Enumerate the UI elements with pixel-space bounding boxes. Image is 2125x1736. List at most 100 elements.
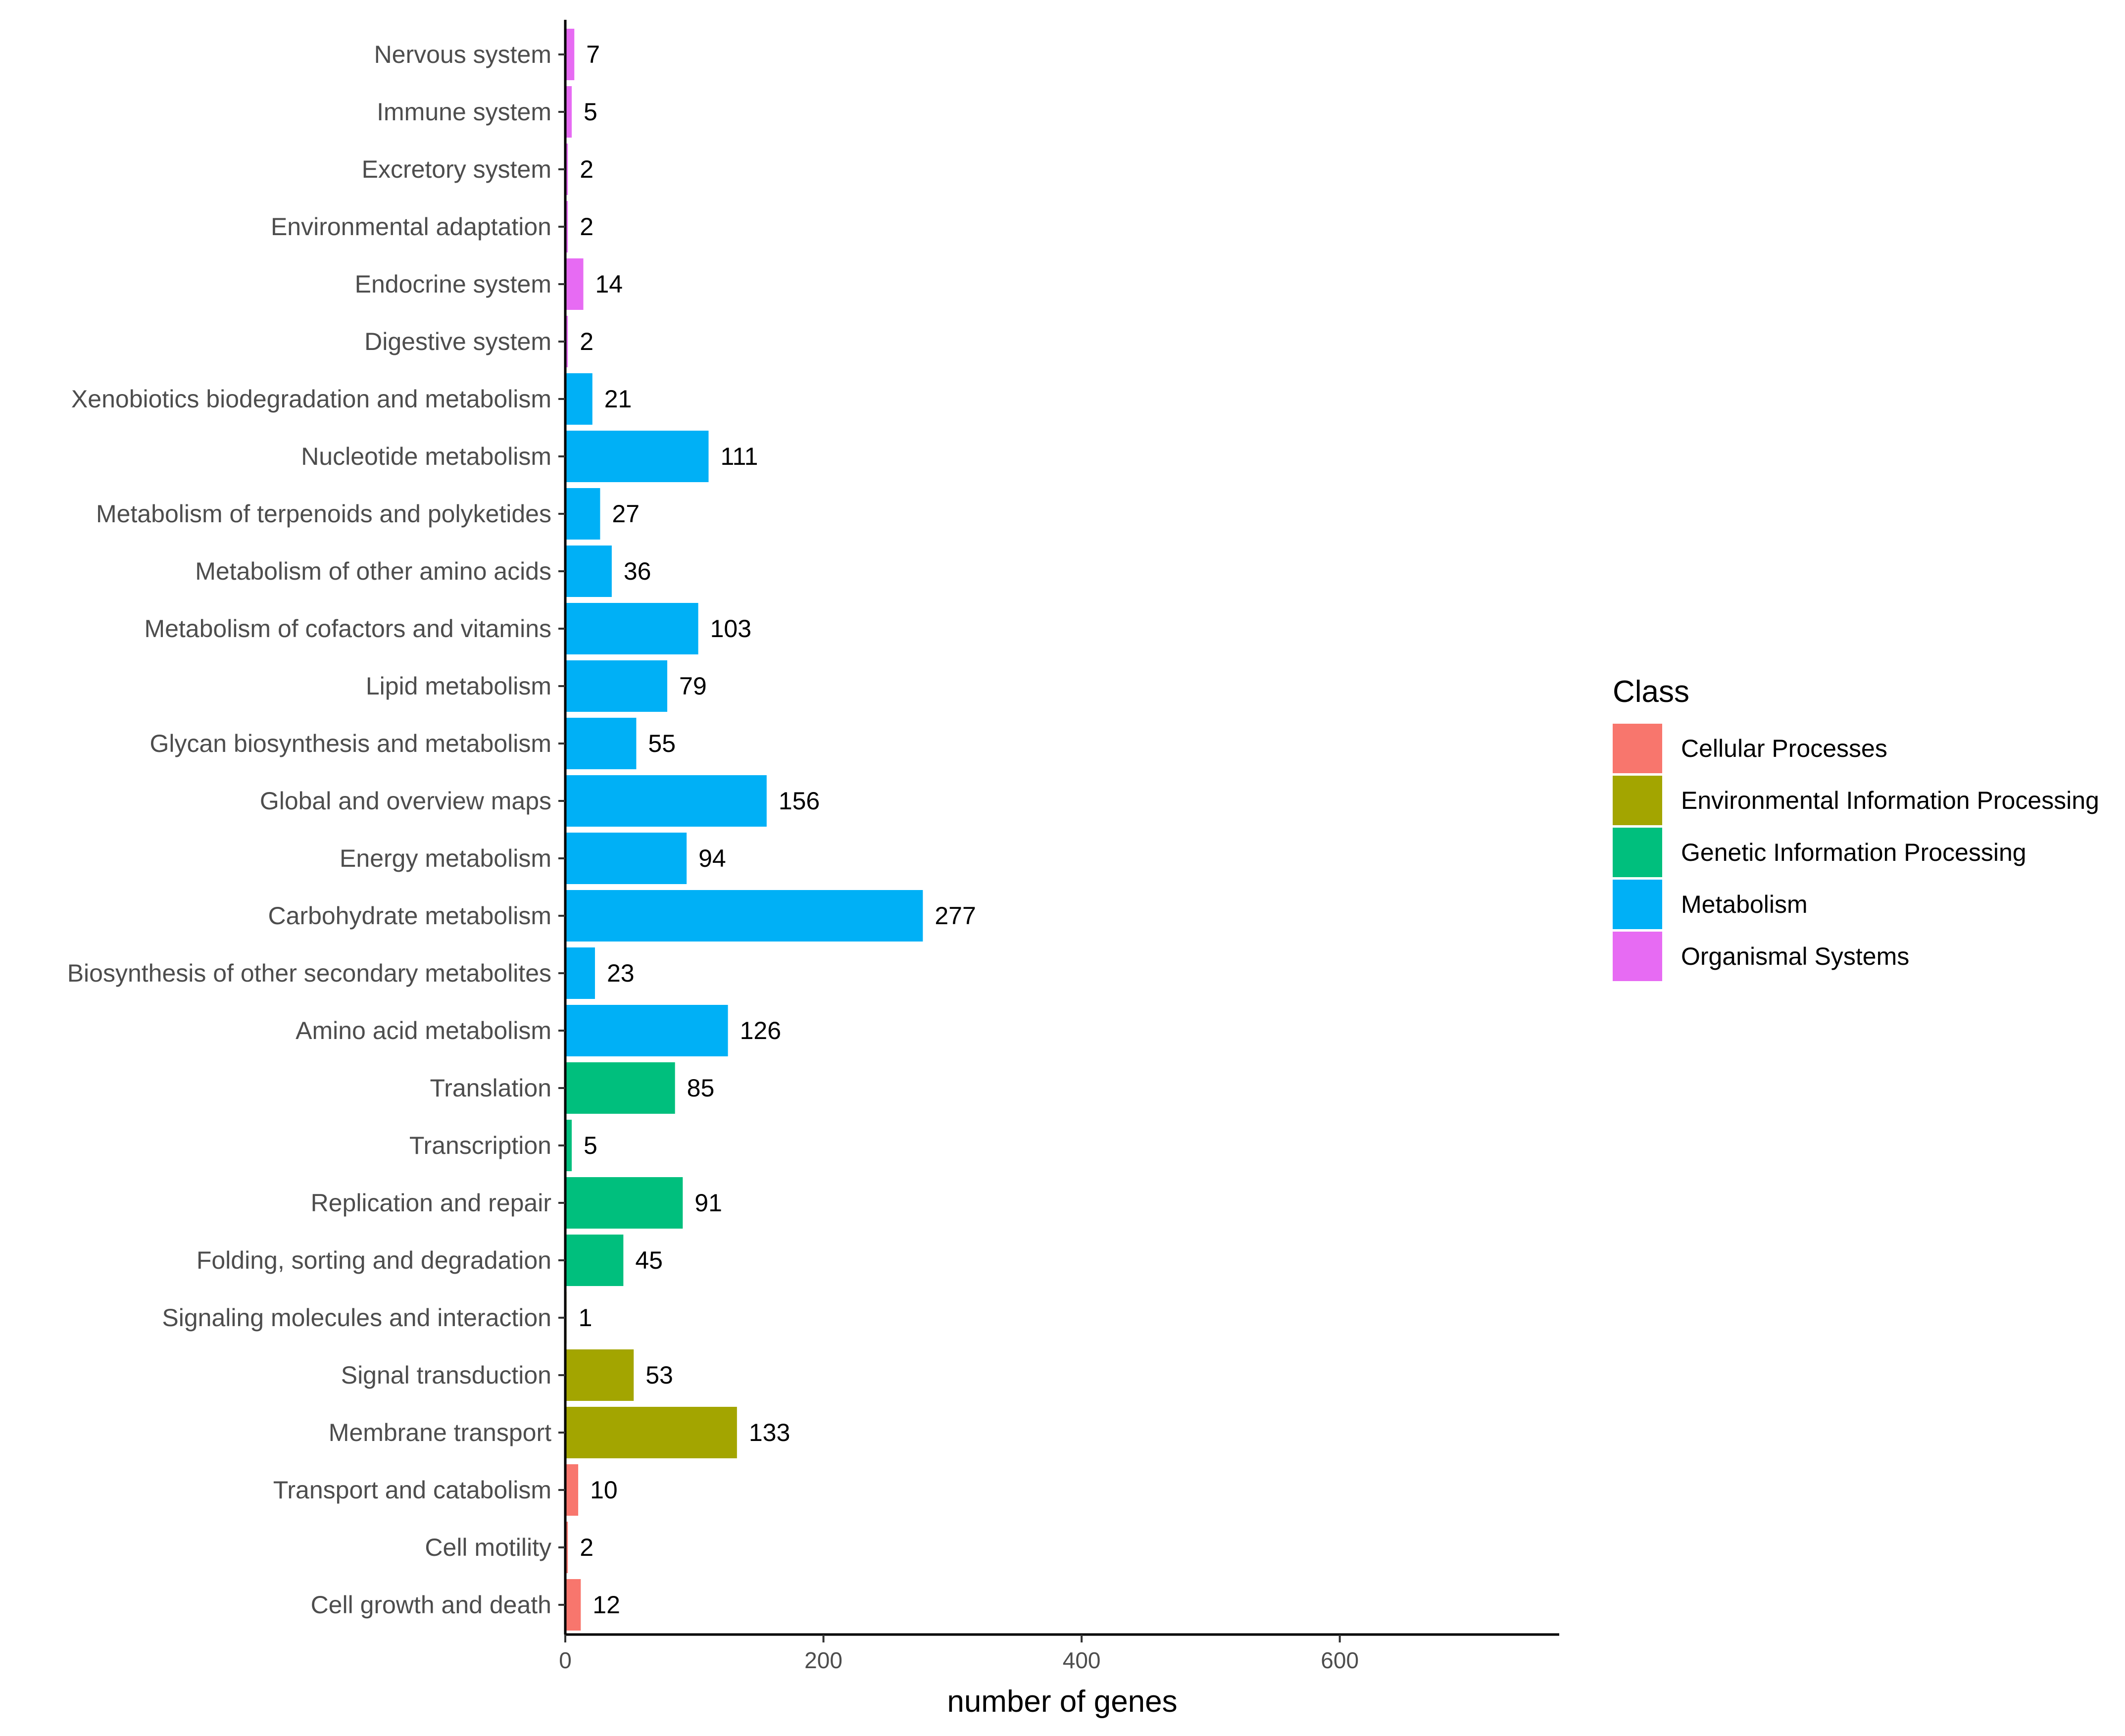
bar-biosynthesis-of-other-secondary-metabolites <box>565 947 595 999</box>
legend-label-metabolism: Metabolism <box>1681 891 1808 918</box>
category-label-carbohydrate-metabolism: Carbohydrate metabolism <box>268 902 552 930</box>
category-label-signaling-molecules-and-interaction: Signaling molecules and interaction <box>162 1304 551 1332</box>
category-label-membrane-transport: Membrane transport <box>329 1419 551 1446</box>
bar-folding-sorting-and-degradation <box>565 1235 624 1286</box>
value-label-cell-growth-and-death: 12 <box>593 1591 620 1619</box>
value-label-signal-transduction: 53 <box>645 1361 673 1389</box>
bar-lipid-metabolism <box>565 660 668 712</box>
legend-key-organismal-systems <box>1613 932 1662 981</box>
category-label-glycan-biosynthesis-and-metabolism: Glycan biosynthesis and metabolism <box>150 730 552 757</box>
category-label-energy-metabolism: Energy metabolism <box>340 844 551 872</box>
value-label-xenobiotics-biodegradation-and-metabolism: 21 <box>604 385 632 413</box>
bar-endocrine-system <box>565 258 584 310</box>
value-label-replication-and-repair: 91 <box>694 1189 722 1217</box>
value-label-signaling-molecules-and-interaction: 1 <box>579 1304 593 1332</box>
bar-global-and-overview-maps <box>565 775 767 827</box>
legend-key-genetic-information-processing <box>1613 828 1662 877</box>
value-label-cell-motility: 2 <box>580 1534 593 1561</box>
category-label-nervous-system: Nervous system <box>374 41 551 68</box>
value-label-folding-sorting-and-degradation: 45 <box>635 1246 663 1274</box>
bar-digestive-system <box>565 316 568 367</box>
category-label-metabolism-of-other-amino-acids: Metabolism of other amino acids <box>195 557 551 585</box>
legend-key-metabolism <box>1613 880 1662 929</box>
category-label-amino-acid-metabolism: Amino acid metabolism <box>296 1017 551 1044</box>
x-tick-label-400: 400 <box>1063 1647 1101 1673</box>
bar-replication-and-repair <box>565 1177 683 1229</box>
category-label-nucleotide-metabolism: Nucleotide metabolism <box>301 443 551 470</box>
axes <box>564 20 1559 1636</box>
bar-cell-motility <box>565 1522 568 1573</box>
category-label-excretory-system: Excretory system <box>362 155 551 183</box>
bar-energy-metabolism <box>565 833 687 884</box>
category-label-translation: Translation <box>430 1074 551 1102</box>
value-label-environmental-adaptation: 2 <box>580 213 593 241</box>
value-label-metabolism-of-other-amino-acids: 36 <box>624 557 651 585</box>
bar-immune-system <box>565 86 572 138</box>
value-label-excretory-system: 2 <box>580 155 593 183</box>
bar-glycan-biosynthesis-and-metabolism <box>565 718 637 769</box>
legend-label-genetic-information-processing: Genetic Information Processing <box>1681 839 2026 866</box>
bar-nucleotide-metabolism <box>565 431 709 482</box>
bar-xenobiotics-biodegradation-and-metabolism <box>565 373 593 425</box>
bar-metabolism-of-terpenoids-and-polyketides <box>565 488 600 540</box>
category-label-endocrine-system: Endocrine system <box>355 270 551 298</box>
bar-transcription <box>565 1120 572 1171</box>
category-labels: Nervous system Immune system Excretory sys… <box>67 41 551 1619</box>
value-label-carbohydrate-metabolism: 277 <box>935 902 976 930</box>
bar-excretory-system <box>565 144 568 195</box>
value-label-nucleotide-metabolism: 111 <box>720 443 758 470</box>
category-label-transport-and-catabolism: Transport and catabolism <box>273 1476 551 1504</box>
legend-label-environmental-information-processing: Environmental Information Processing <box>1681 787 2099 814</box>
category-label-immune-system: Immune system <box>377 98 551 126</box>
value-label-metabolism-of-cofactors-and-vitamins: 103 <box>710 615 751 643</box>
legend-label-cellular-processes: Cellular Processes <box>1681 735 1887 762</box>
value-label-lipid-metabolism: 79 <box>679 672 707 700</box>
category-label-environmental-adaptation: Environmental adaptation <box>271 213 551 241</box>
category-label-metabolism-of-terpenoids-and-polyketides: Metabolism of terpenoids and polyketides <box>96 500 551 528</box>
value-label-membrane-transport: 133 <box>749 1419 790 1446</box>
x-tick-label-200: 200 <box>804 1647 842 1673</box>
x-axis-ticks: 0 200 400 600 <box>558 53 1359 1673</box>
value-label-transcription: 5 <box>584 1132 597 1159</box>
bar-translation <box>565 1062 675 1114</box>
category-label-transcription: Transcription <box>409 1132 551 1159</box>
bar-metabolism-of-cofactors-and-vitamins <box>565 603 698 654</box>
category-label-replication-and-repair: Replication and repair <box>311 1189 551 1217</box>
category-label-signal-transduction: Signal transduction <box>341 1361 551 1389</box>
value-label-global-and-overview-maps: 156 <box>779 787 820 815</box>
value-label-biosynthesis-of-other-secondary-metabolites: 23 <box>607 959 635 987</box>
bar-transport-and-catabolism <box>565 1464 579 1516</box>
bar-carbohydrate-metabolism <box>565 890 923 942</box>
value-label-digestive-system: 2 <box>580 328 593 355</box>
value-label-nervous-system: 7 <box>586 41 600 68</box>
value-label-amino-acid-metabolism: 126 <box>740 1017 781 1044</box>
bar-environmental-adaptation <box>565 201 568 252</box>
value-labels: 7522142211112736103795515694277231268559… <box>579 41 976 1619</box>
value-label-immune-system: 5 <box>584 98 597 126</box>
category-label-cell-growth-and-death: Cell growth and death <box>311 1591 551 1619</box>
bars-layer <box>565 29 923 1631</box>
value-label-translation: 85 <box>687 1074 715 1102</box>
value-label-transport-and-catabolism: 10 <box>590 1476 618 1504</box>
bar-cell-growth-and-death <box>565 1579 581 1631</box>
value-label-endocrine-system: 14 <box>595 270 623 298</box>
category-label-cell-motility: Cell motility <box>425 1534 551 1561</box>
legend-label-organismal-systems: Organismal Systems <box>1681 942 1909 970</box>
bar-nervous-system <box>565 29 575 80</box>
x-tick-label-600: 600 <box>1321 1647 1359 1673</box>
category-label-digestive-system: Digestive system <box>364 328 551 355</box>
legend-title: Class <box>1613 675 1689 709</box>
value-label-glycan-biosynthesis-and-metabolism: 55 <box>648 730 676 757</box>
legend-key-cellular-processes <box>1613 724 1662 773</box>
legend: Class Cellular Processes Environmental In… <box>1613 675 2099 981</box>
x-tick-label-0: 0 <box>559 1647 572 1673</box>
bar-metabolism-of-other-amino-acids <box>565 546 612 597</box>
category-label-biosynthesis-of-other-secondary-metabolites: Biosynthesis of other secondary metaboli… <box>67 959 551 987</box>
value-label-energy-metabolism: 94 <box>698 844 726 872</box>
category-label-folding-sorting-and-degradation: Folding, sorting and degradation <box>197 1246 551 1274</box>
value-label-metabolism-of-terpenoids-and-polyketides: 27 <box>612 500 640 528</box>
category-label-metabolism-of-cofactors-and-vitamins: Metabolism of cofactors and vitamins <box>144 615 551 643</box>
category-label-xenobiotics-biodegradation-and-metabolism: Xenobiotics biodegradation and metabolis… <box>71 385 551 413</box>
